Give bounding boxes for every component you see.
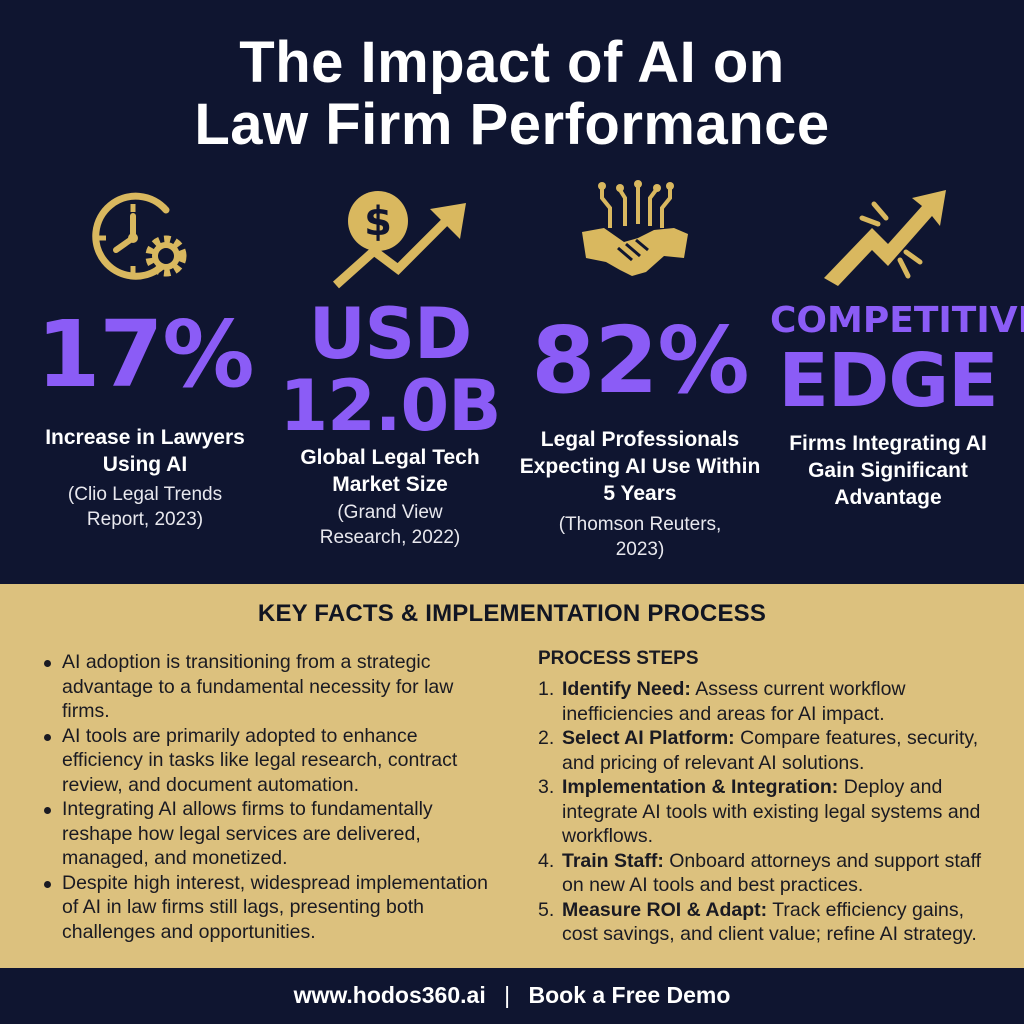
svg-text:$: $ bbox=[364, 199, 392, 245]
footer-separator: | bbox=[504, 982, 511, 1008]
list-item: AI adoption is transitioning from a stra… bbox=[42, 650, 502, 724]
step-title: Implementation & Integration: bbox=[562, 776, 839, 798]
footer: www.hodos360.ai | Book a Free Demo bbox=[0, 975, 1024, 1015]
stat-source: (Clio Legal Trends Report, 2023) bbox=[67, 484, 223, 530]
dollar-growth-icon: $ bbox=[330, 185, 480, 290]
title-line-1: The Impact of AI on bbox=[239, 30, 785, 95]
list-item: Integrating AI allows firms to fundament… bbox=[42, 797, 502, 871]
list-item: 2. Select AI Platform: Compare features,… bbox=[538, 726, 998, 775]
clock-gear-icon bbox=[88, 186, 198, 286]
list-item: Despite high interest, widespread implem… bbox=[42, 871, 502, 945]
stat-value: COMPETITIVE EDGE bbox=[770, 300, 1024, 424]
website-link[interactable]: www.hodos360.ai bbox=[293, 982, 486, 1008]
process-steps-list: 1. Identify Need: Assess current workflo… bbox=[538, 677, 998, 947]
stat-value: 17% bbox=[36, 301, 254, 408]
stat-source: (Grand View Research, 2022) bbox=[319, 502, 461, 548]
step-title: Train Staff: bbox=[562, 849, 664, 872]
stat-value-line: COMPETITIVE bbox=[770, 300, 1024, 341]
step-number: 2. bbox=[538, 727, 555, 749]
stat-source: (Thomson Reuters, 2023) bbox=[558, 514, 722, 560]
key-facts-heading: KEY FACTS & IMPLEMENTATION PROCESS bbox=[257, 600, 767, 627]
step-number: 1. bbox=[538, 678, 555, 700]
page-title: The Impact of AI on Law Firm Performance bbox=[0, 32, 1024, 156]
stat-value-line: 12.0B bbox=[279, 365, 501, 447]
process-steps-heading: PROCESS STEPS bbox=[538, 648, 699, 669]
step-number: 4. bbox=[538, 849, 555, 872]
stat-value-line: EDGE bbox=[778, 338, 998, 424]
list-item: 1. Identify Need: Assess current workflo… bbox=[538, 677, 998, 726]
step-text: Onboard attorneys and support staff on n… bbox=[562, 849, 982, 897]
step-text: Track efficiency gains, cost savings, an… bbox=[562, 898, 977, 946]
stat-label: Global Legal Tech Market Size bbox=[300, 446, 480, 496]
step-number: 3. bbox=[538, 776, 555, 798]
stat-value: 82% bbox=[531, 307, 749, 414]
stat-label: Increase in Lawyers Using AI bbox=[45, 426, 245, 476]
step-text: Deploy and integrate AI tools with exist… bbox=[562, 776, 981, 847]
title-line-2: Law Firm Performance bbox=[194, 92, 830, 157]
step-title: Measure ROI & Adapt: bbox=[562, 898, 768, 921]
handshake-circuit-icon bbox=[580, 178, 690, 283]
step-text: Assess current workflow inefficiencies a… bbox=[562, 678, 906, 725]
stat-label: Legal Professionals Expecting AI Use Wit… bbox=[519, 428, 761, 505]
key-facts-list: AI adoption is transitioning from a stra… bbox=[42, 650, 502, 944]
trend-arrow-icon bbox=[822, 182, 952, 292]
stat-value: USD 12.0B bbox=[270, 298, 510, 442]
key-facts-panel bbox=[0, 584, 1024, 968]
list-item: AI tools are primarily adopted to enhanc… bbox=[42, 724, 502, 798]
list-item: 5. Measure ROI & Adapt: Track efficiency… bbox=[538, 898, 998, 947]
step-title: Identify Need: bbox=[562, 678, 691, 700]
stat-label: Firms Integrating AI Gain Significant Ad… bbox=[789, 432, 987, 509]
list-item: 3. Implementation & Integration: Deploy … bbox=[538, 775, 998, 849]
step-title: Select AI Platform: bbox=[562, 727, 735, 749]
step-number: 5. bbox=[538, 898, 555, 921]
step-text: Compare features, security, and pricing … bbox=[562, 727, 979, 774]
stat-value-line: USD bbox=[308, 293, 472, 375]
list-item: 4. Train Staff: Onboard attorneys and su… bbox=[538, 849, 998, 898]
book-demo-link[interactable]: Book a Free Demo bbox=[528, 982, 731, 1008]
